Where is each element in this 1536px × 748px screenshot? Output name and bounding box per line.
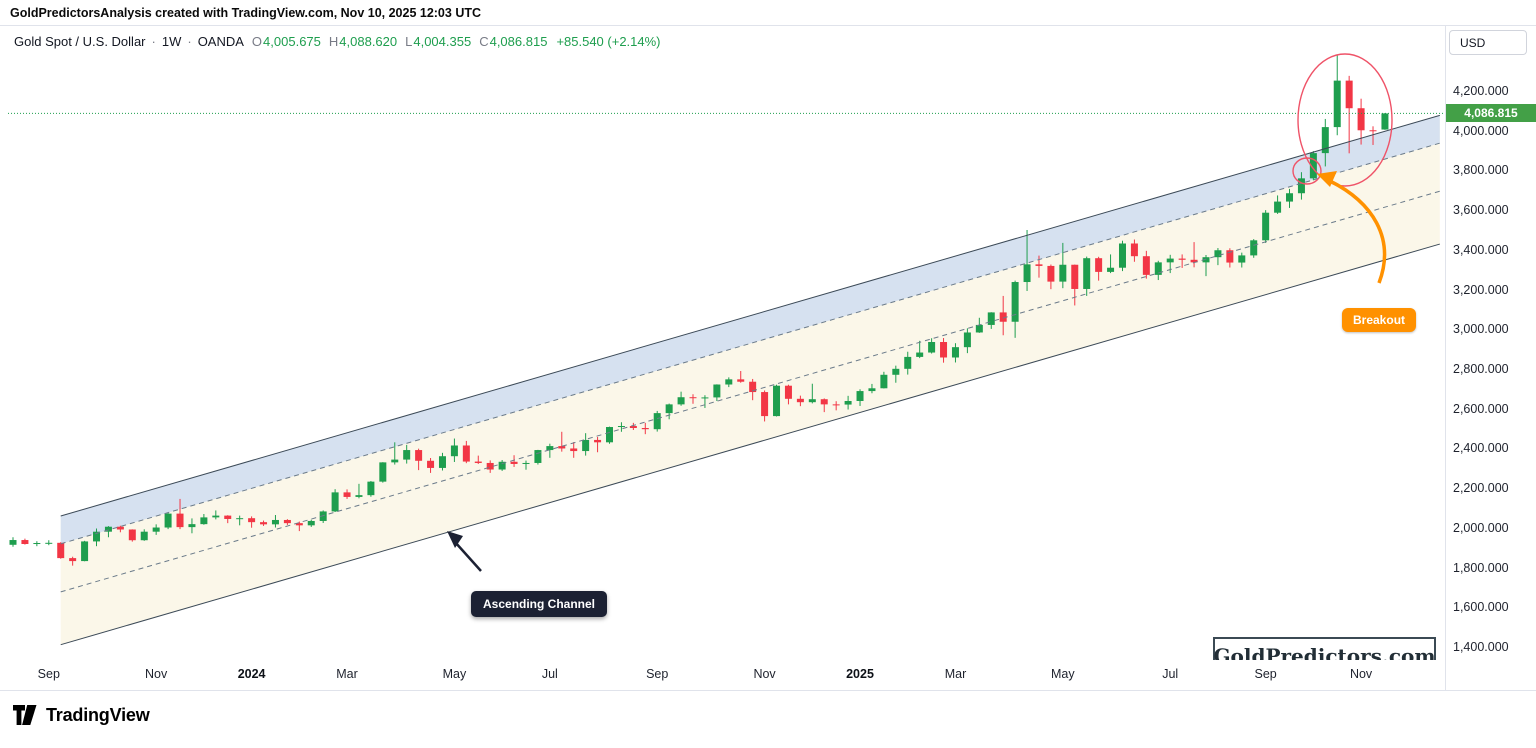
time-axis-label[interactable]: Sep	[37, 667, 60, 681]
close-label: C	[479, 34, 489, 49]
footer-bar: TradingView	[0, 691, 1536, 748]
time-axis-label[interactable]: May	[442, 667, 467, 681]
channel-label-arrowhead	[447, 531, 463, 548]
tradingview-wordmark: TradingView	[46, 704, 150, 725]
close-value: 4,086.815	[489, 34, 548, 49]
channel-upper-line[interactable]	[60, 114, 1440, 517]
time-axis-label[interactable]: Nov	[753, 667, 776, 681]
symbol-name[interactable]: Gold Spot / U.S. Dollar	[14, 34, 146, 49]
time-axis-label[interactable]: 2024	[237, 667, 266, 681]
low-value-group: L 4,004.355	[405, 34, 471, 49]
price-axis-label: 3,200.000	[1453, 282, 1509, 297]
price-axis-label: 4,200.000	[1453, 83, 1509, 98]
symbol-legend: Gold Spot / U.S. Dollar · 1W · OANDA O 4…	[14, 34, 661, 49]
low-value: 4,004.355	[413, 34, 472, 49]
channel-label-arrow[interactable]	[454, 541, 482, 572]
price-axis-label: 2,400.000	[1453, 441, 1509, 456]
time-axis-label[interactable]: May	[1051, 667, 1075, 681]
price-axis-label: 3,400.000	[1453, 242, 1509, 257]
close-value-group: C 4,086.815	[479, 34, 547, 49]
breakout-annotation-label[interactable]: Breakout	[1342, 308, 1417, 332]
price-axis-label: 4,000.000	[1453, 123, 1509, 138]
high-value: 4,088.620	[339, 34, 398, 49]
price-axis-label: 3,600.000	[1453, 203, 1509, 218]
breakout-arrow[interactable]	[1329, 179, 1387, 284]
time-axis-label[interactable]: Mar	[944, 667, 967, 681]
time-axis-label[interactable]: 2025	[846, 667, 874, 681]
currency-button[interactable]: USD	[1449, 30, 1527, 55]
last-price-badge: 4,086.815	[1446, 104, 1536, 123]
time-axis-label[interactable]: Nov	[1349, 667, 1373, 681]
change-value: +85.540 (+2.14%)	[556, 34, 661, 49]
time-axis-label[interactable]: Mar	[336, 667, 358, 681]
price-axis-label: 1,800.000	[1453, 560, 1509, 575]
low-label: L	[405, 34, 413, 49]
price-axis-label: 1,400.000	[1453, 640, 1509, 655]
price-axis[interactable]: USD 4,200.000 4,000.000 3,800.000 3,600.000…	[1446, 26, 1536, 660]
attribution-text: GoldPredictorsAnalysis created with Trad…	[10, 5, 482, 20]
price-axis-label: 3,800.000	[1453, 163, 1509, 178]
exchange-name[interactable]: OANDA	[197, 34, 244, 49]
tradingview-icon	[13, 705, 37, 725]
price-axis-label: 2,800.000	[1453, 362, 1509, 377]
breakout-circle[interactable]	[1292, 157, 1322, 185]
axis-divider-vertical	[1445, 26, 1446, 690]
interval-value[interactable]: 1W	[161, 34, 182, 49]
time-axis-label[interactable]: Nov	[145, 667, 168, 681]
breakout-arrowhead	[1317, 171, 1337, 187]
time-axis[interactable]: Sep Nov 2024 Mar May Jul Sep Nov 2025 Mar May Jul Se…	[0, 660, 1445, 690]
price-axis-label: 2,200.000	[1453, 481, 1509, 496]
open-label: O	[251, 34, 263, 49]
channel-lower-line[interactable]	[60, 243, 1440, 646]
ascending-channel-annotation-label[interactable]: Ascending Channel	[471, 591, 608, 617]
top-highlight-ellipse[interactable]	[1297, 53, 1393, 187]
price-axis-label: 2,600.000	[1453, 401, 1509, 416]
high-label: H	[328, 34, 339, 49]
attribution-bar: GoldPredictorsAnalysis created with Trad…	[0, 0, 1536, 26]
time-axis-label[interactable]: Sep	[1254, 667, 1277, 681]
axis-divider-horizontal	[0, 690, 1536, 691]
high-value-group: H 4,088.620	[329, 34, 397, 49]
price-axis-label: 1,600.000	[1453, 600, 1509, 615]
channel-band-fill	[60, 115, 1440, 544]
open-value: 4,005.675	[263, 34, 321, 49]
price-axis-label: 3,000.000	[1453, 322, 1509, 337]
channel-fill	[60, 115, 1440, 645]
price-axis-label: 2,000.000	[1453, 520, 1509, 535]
separator-dot: ·	[187, 34, 192, 49]
time-axis-label[interactable]: Sep	[646, 667, 669, 681]
candles-layer	[9, 55, 1389, 566]
chart-plot-area[interactable]: Gold Spot / U.S. Dollar · 1W · OANDA O 4…	[0, 26, 1445, 674]
time-axis-label[interactable]: Jul	[541, 667, 558, 681]
separator-dot: ·	[151, 34, 156, 49]
candlestick-chart[interactable]	[0, 26, 1445, 660]
time-axis-label[interactable]: Jul	[1162, 667, 1179, 681]
tradingview-logo[interactable]: TradingView	[12, 704, 150, 726]
open-value-group: O 4,005.675	[252, 34, 321, 49]
